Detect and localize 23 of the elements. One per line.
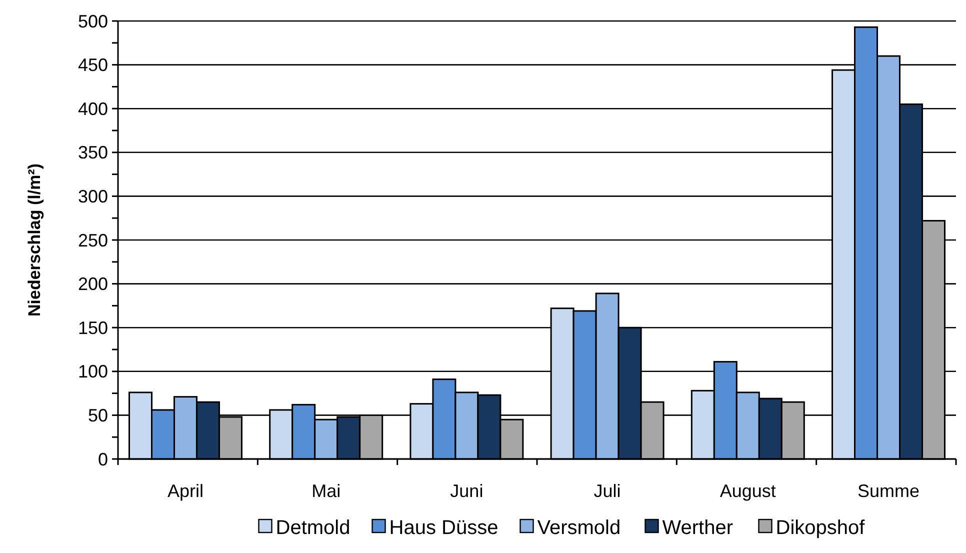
legend-label: Versmold [537, 517, 621, 539]
x-tick-label: Juni [450, 481, 484, 501]
y-tick-label: 300 [78, 186, 108, 206]
legend-label: Detmold [276, 517, 350, 539]
y-tick-label: 0 [98, 449, 108, 470]
x-tick-label: Summe [858, 481, 920, 501]
x-tick-label: Juli [594, 481, 621, 501]
x-tick-label: August [720, 481, 776, 501]
x-tick-label: Mai [312, 481, 341, 501]
y-tick-label: 250 [78, 230, 108, 250]
y-tick-label: 450 [78, 55, 108, 76]
legend-label: Werther [662, 517, 734, 539]
y-tick-label: 350 [78, 142, 108, 163]
y-axis-title: Niederschlag (l/m²) [25, 163, 44, 317]
y-tick-label: 500 [78, 11, 108, 32]
y-tick-label: 400 [78, 98, 108, 119]
y-tick-label: 100 [78, 362, 108, 382]
y-tick-label: 200 [78, 274, 108, 294]
legend-label: Haus Düsse [389, 517, 498, 539]
y-tick-label: 50 [88, 406, 108, 426]
y-tick-label: 150 [78, 318, 108, 338]
x-tick-label: April [167, 481, 204, 501]
legend-label: Dikopshof [776, 517, 866, 539]
